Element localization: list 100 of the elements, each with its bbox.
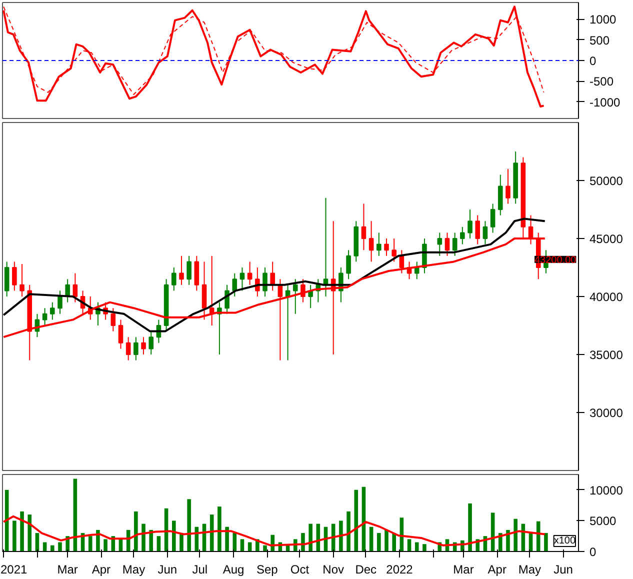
y-tick-label: 35000 (590, 348, 624, 362)
bar (187, 499, 191, 552)
candlestick (262, 267, 268, 297)
x-tick-label: Apr (92, 562, 111, 576)
candlestick (232, 272, 238, 297)
bar (377, 533, 381, 552)
bar (96, 530, 100, 552)
candlestick (437, 232, 442, 256)
bar (407, 539, 412, 552)
bar (263, 545, 267, 552)
candlestick (179, 255, 184, 286)
x-tick-label: May (122, 562, 146, 576)
x-tick-label: May (518, 562, 542, 576)
candlestick (72, 272, 78, 303)
bar (514, 518, 518, 552)
bar (339, 520, 343, 552)
bar (28, 514, 32, 552)
candlestick (240, 267, 245, 292)
candlestick (202, 261, 207, 320)
x-tick-label: Apr (488, 562, 506, 576)
candlestick (58, 290, 62, 314)
candlestick (506, 168, 510, 204)
y-tick-label: 50000 (590, 174, 624, 188)
candlestick (292, 278, 298, 314)
x-tick-label: Jun (554, 562, 573, 576)
candlestick (498, 174, 503, 216)
candlestick (134, 336, 138, 361)
candlestick (50, 302, 55, 320)
candlestick (376, 232, 382, 256)
candlestick (490, 203, 496, 234)
bar (354, 490, 358, 552)
x-tick-label: 2021 (0, 562, 28, 576)
bar (134, 511, 138, 552)
y-tick-label: 0 (590, 545, 596, 559)
y-tick-label: -500 (590, 74, 614, 89)
y-tick-label: 500 (590, 33, 610, 48)
bar (346, 511, 350, 552)
candlestick (414, 261, 420, 280)
bar (156, 536, 161, 552)
bar (104, 539, 108, 552)
candlestick (460, 226, 465, 245)
y-tick-label: 30000 (590, 406, 624, 420)
candlestick (148, 330, 154, 355)
candlestick (42, 308, 48, 326)
candlestick (194, 255, 200, 292)
bar (149, 530, 154, 552)
bar (232, 533, 237, 552)
y-tick-label: 45000 (590, 232, 624, 246)
bar (536, 521, 540, 552)
candlestick (247, 261, 252, 286)
x-tick-label: Mar (453, 562, 474, 576)
bar (414, 542, 419, 552)
candlestick (12, 261, 17, 292)
candlestick (361, 203, 366, 251)
x-tick-label: Sep (256, 562, 278, 576)
candlestick (126, 336, 131, 361)
y-tick-label: 0 (590, 54, 596, 68)
candlestick (482, 220, 488, 245)
line-series (2, 515, 546, 546)
candlestick (171, 267, 176, 292)
candlestick (270, 261, 275, 292)
bar (12, 520, 16, 552)
x-tick-label: Mar (57, 562, 78, 576)
bar (210, 514, 214, 552)
candlestick (475, 214, 480, 245)
bar (468, 503, 472, 552)
bar (218, 506, 222, 552)
y-tick-label: 5000 (590, 514, 617, 528)
bar (506, 530, 510, 552)
y-tick-label: 10000 (590, 483, 624, 498)
x-tick-label: Oct (290, 562, 310, 576)
bar (369, 526, 374, 552)
x-tick-label: Nov (322, 562, 344, 576)
candlestick (452, 232, 458, 256)
candlestick (20, 264, 24, 297)
y-tick-label: 40000 (590, 290, 624, 304)
y-tick-label: 1000 (590, 12, 617, 27)
x-tick-label: Aug (222, 562, 244, 576)
candlestick (118, 319, 124, 350)
bar (172, 520, 176, 552)
bar (392, 533, 396, 552)
candlestick (392, 238, 396, 262)
bar (20, 511, 24, 552)
bar (384, 530, 388, 552)
candlestick (346, 250, 351, 280)
bar (308, 524, 312, 552)
candlestick (141, 336, 146, 355)
y-tick-label: -1000 (590, 95, 621, 110)
bar (88, 536, 92, 552)
candlestick (368, 220, 374, 262)
x-tick-label: Jun (158, 562, 178, 576)
x-tick-label: Dec (355, 562, 377, 576)
bar (240, 539, 244, 552)
bar (225, 526, 229, 552)
candlestick (384, 238, 389, 256)
candlestick (224, 284, 230, 314)
bar (422, 544, 426, 552)
candlestick (444, 232, 450, 256)
candlestick (4, 261, 10, 297)
candlestick (110, 308, 116, 332)
